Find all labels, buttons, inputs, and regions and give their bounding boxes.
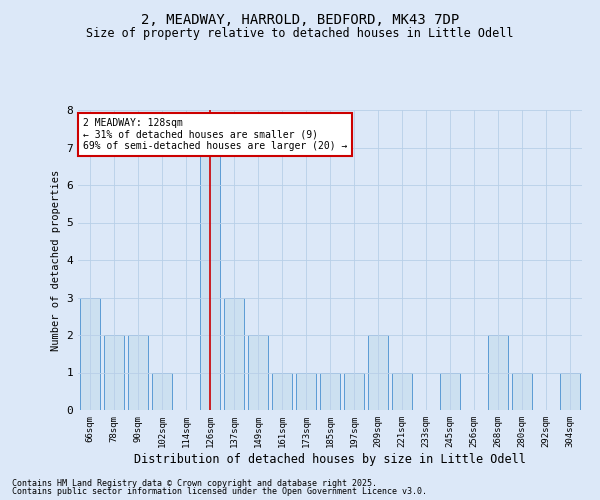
Bar [80, 298, 100, 410]
Text: 2 MEADWAY: 128sqm
← 31% of detached houses are smaller (9)
69% of semi-detached : 2 MEADWAY: 128sqm ← 31% of detached hous… [83, 118, 347, 150]
Bar [224, 298, 244, 410]
Bar [440, 372, 460, 410]
Bar [152, 372, 172, 410]
Text: 2, MEADWAY, HARROLD, BEDFORD, MK43 7DP: 2, MEADWAY, HARROLD, BEDFORD, MK43 7DP [141, 12, 459, 26]
Bar [296, 372, 316, 410]
Text: Contains public sector information licensed under the Open Government Licence v3: Contains public sector information licen… [12, 487, 427, 496]
Bar [272, 372, 292, 410]
Text: Size of property relative to detached houses in Little Odell: Size of property relative to detached ho… [86, 28, 514, 40]
Bar [560, 372, 580, 410]
Y-axis label: Number of detached properties: Number of detached properties [51, 170, 61, 350]
Bar [344, 372, 364, 410]
Bar [320, 372, 340, 410]
Text: Contains HM Land Registry data © Crown copyright and database right 2025.: Contains HM Land Registry data © Crown c… [12, 478, 377, 488]
Bar [128, 335, 148, 410]
Bar [200, 148, 220, 410]
Bar [488, 335, 508, 410]
Bar [392, 372, 412, 410]
Bar [368, 335, 388, 410]
X-axis label: Distribution of detached houses by size in Little Odell: Distribution of detached houses by size … [134, 452, 526, 466]
Bar [248, 335, 268, 410]
Bar [512, 372, 532, 410]
Bar [104, 335, 124, 410]
